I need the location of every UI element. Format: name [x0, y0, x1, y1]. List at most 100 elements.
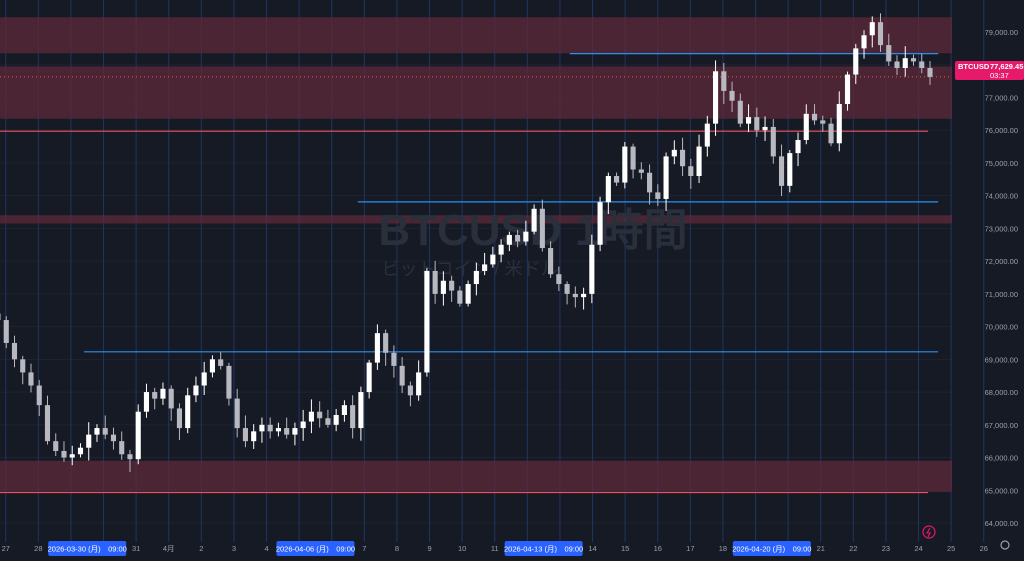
candle-body — [704, 123, 710, 147]
candle-body — [259, 424, 265, 432]
candle-body — [3, 320, 9, 343]
date-badge-label: 2026-04-06 (月) 09:00 — [276, 545, 355, 554]
candle-body — [333, 414, 339, 425]
y-tick-label: 76,000.00 — [985, 126, 1018, 135]
price-zone — [0, 17, 952, 54]
candle-body — [523, 231, 529, 242]
candle-body — [143, 392, 150, 412]
x-tick-label: 14 — [588, 544, 596, 553]
candle-body — [919, 61, 925, 69]
candle-body — [383, 333, 389, 353]
candle-body — [803, 113, 809, 141]
grid-layer — [0, 0, 985, 542]
candle-body — [680, 149, 686, 167]
candle-body — [869, 22, 875, 36]
candle-body — [366, 362, 372, 393]
candle-body — [440, 280, 446, 294]
candle-body — [168, 388, 174, 409]
y-tick-label: 73,000.00 — [985, 224, 1018, 233]
candle-body — [374, 333, 380, 363]
candle-body — [762, 126, 768, 131]
candle-body — [886, 45, 892, 62]
candle-body — [605, 176, 611, 203]
x-tick-label: 18 — [719, 544, 727, 553]
candle-body — [597, 202, 603, 245]
candle-body — [432, 270, 438, 294]
date-badge-label: 2026-04-20 (月) 09:00 — [732, 545, 811, 554]
settings-icon[interactable] — [1000, 540, 1010, 550]
candle-body — [102, 428, 108, 435]
candle-body — [44, 405, 51, 442]
x-tick-label: 23 — [882, 544, 890, 553]
x-tick-label: 11 — [491, 544, 499, 553]
watermark-symbol: BTCUSD — [378, 206, 561, 255]
candle-body — [754, 117, 760, 131]
candle-body — [647, 172, 653, 193]
candle-body — [655, 192, 661, 199]
x-tick-label: 21 — [817, 544, 825, 553]
candle-body — [11, 342, 18, 360]
y-tick-label: 67,000.00 — [985, 421, 1018, 430]
candle-body — [770, 126, 776, 157]
candle-body — [457, 290, 463, 304]
candle-body — [894, 61, 900, 69]
candle-body — [61, 450, 67, 458]
candle-body — [284, 428, 290, 435]
level-lines-layer — [0, 53, 952, 494]
x-tick-label: 7 — [362, 544, 366, 553]
candle-body — [0, 313, 1, 321]
candle-body — [358, 392, 364, 429]
candle-body — [234, 398, 240, 429]
candle-body — [721, 71, 727, 91]
candle-body — [515, 234, 521, 242]
candle-body — [308, 411, 314, 422]
x-tick-label: 10 — [458, 544, 466, 553]
candle-body — [811, 113, 818, 121]
gear-icon[interactable] — [1000, 540, 1010, 550]
candle-body — [267, 424, 273, 432]
current-price-tag: BTCUSD 77,629.45 03:37 — [955, 61, 1024, 80]
candle-body — [86, 434, 92, 448]
candle-body — [300, 421, 306, 429]
candle-body — [713, 71, 719, 124]
candle-body — [688, 166, 694, 177]
candle-body — [490, 254, 496, 265]
candle-body — [548, 248, 554, 275]
candle-body — [350, 405, 356, 429]
y-tick-label: 72,000.00 — [985, 257, 1018, 266]
price-zone — [0, 215, 952, 224]
y-tick-label: 70,000.00 — [985, 323, 1018, 332]
y-tick-label: 65,000.00 — [985, 486, 1018, 495]
candle-body — [119, 441, 125, 455]
time-axis[interactable]: 27282930314月2345678910111213141516171819… — [2, 541, 988, 556]
candle-body — [778, 156, 785, 186]
zone-layer — [0, 17, 952, 492]
candle-body — [473, 270, 479, 285]
candle-body — [630, 146, 636, 170]
x-tick-label: 3 — [232, 544, 236, 553]
price-tag-countdown: 03:37 — [990, 71, 1009, 80]
y-tick-label: 75,000.00 — [985, 159, 1018, 168]
candle-body — [696, 146, 702, 177]
y-tick-label: 66,000.00 — [985, 454, 1018, 463]
candle-body — [910, 58, 917, 62]
candle-body — [193, 385, 199, 396]
lightning-icon[interactable] — [922, 525, 936, 539]
x-tick-label: 4月 — [163, 544, 175, 553]
candle-body — [556, 274, 562, 285]
candle-body — [745, 117, 752, 124]
candle-body — [391, 352, 397, 366]
candle-body — [614, 176, 620, 183]
candle-body — [877, 22, 884, 46]
candle-body — [341, 405, 347, 415]
candle-body — [218, 359, 224, 366]
x-tick-label: 26 — [980, 544, 988, 553]
candle-body — [787, 153, 793, 186]
y-tick-label: 68,000.00 — [985, 388, 1018, 397]
replay-icon[interactable] — [922, 525, 936, 539]
candle-body — [828, 123, 834, 144]
x-tick-label: 16 — [654, 544, 662, 553]
candle-body — [737, 100, 743, 124]
